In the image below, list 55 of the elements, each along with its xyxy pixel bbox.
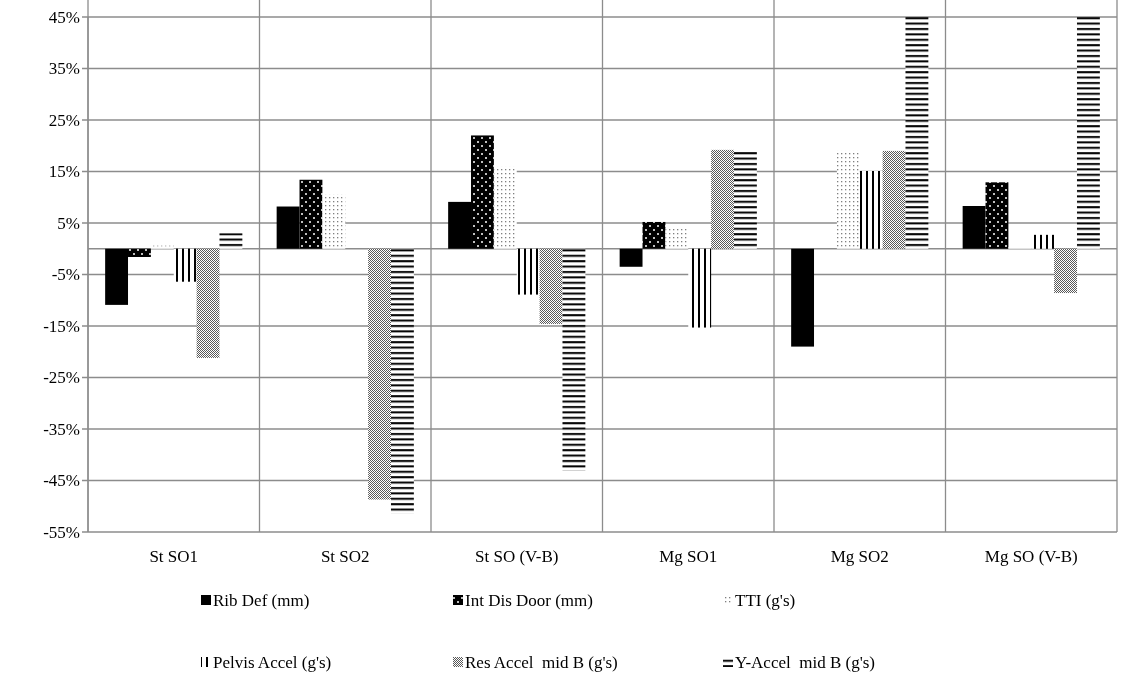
y-tick-label: 5% [57,213,80,233]
x-tick-label: St SO1 [149,547,199,566]
legend-label: Y-Accel mid B (g's) [735,653,875,672]
bar [791,248,815,347]
x-tick-label: St SO (V-B) [475,547,559,566]
bar [150,245,174,249]
bar [299,179,323,249]
bar [642,221,666,249]
bar [390,248,414,514]
bar [1054,248,1077,294]
bar [368,248,391,500]
y-tick-label: 15% [48,162,80,182]
x-tick-label: St SO2 [320,547,370,566]
y-tick-label: -5% [51,265,80,285]
y-tick-label: -25% [43,368,80,388]
bar [1076,17,1100,249]
bar [882,150,906,249]
legend-label: TTI (g's) [735,591,796,610]
y-tick-label: 45% [48,7,80,27]
bar [539,248,563,324]
bar [711,149,734,249]
bar [128,248,151,257]
y-tick-label: -55% [43,522,80,542]
bar [196,248,220,358]
bar [733,150,757,249]
bar [448,201,472,249]
legend-label: Pelvis Accel (g's) [213,653,332,672]
bar [219,233,243,249]
y-tick-label: -45% [43,471,80,491]
y-tick-label: -35% [43,419,80,439]
y-tick-label: 35% [48,59,80,79]
bar [493,166,517,249]
legend-label: Res Accel mid B (g's) [465,653,618,672]
bar [105,248,129,305]
x-tick-label: Mg SO2 [830,547,889,566]
y-tick-label: -15% [43,316,80,336]
x-tick-label: Mg SO1 [659,547,718,566]
bar [905,17,929,249]
legend-label: Rib Def (mm) [213,591,310,610]
bar [962,206,986,249]
bar [619,248,643,267]
legend-label: Int Dis Door (mm) [465,591,593,610]
bar [859,170,883,249]
y-tick-label: 25% [48,110,80,130]
bar [276,206,300,249]
bar [562,248,586,471]
bar [322,194,346,249]
x-tick-label: Mg SO (V-B) [984,547,1078,566]
bar [516,248,540,295]
bar [1031,234,1055,249]
bar [985,182,1009,249]
bar [471,135,494,249]
bar [836,150,860,249]
bar [665,228,689,249]
bar [173,248,197,282]
